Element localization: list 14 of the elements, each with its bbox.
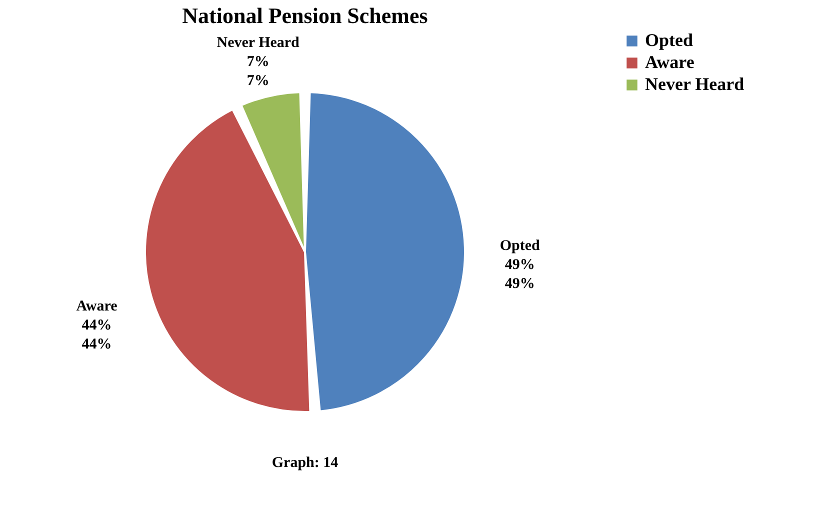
data-label: 44% <box>82 317 112 334</box>
text: Graph: 14 <box>272 455 339 471</box>
text: 7% <box>246 73 270 90</box>
data-label: 49% <box>504 257 535 274</box>
slice-label: Aware <box>76 298 118 314</box>
data-label: 7% <box>246 54 270 70</box>
chart-title: National Pension Schemes <box>182 3 428 28</box>
legend-label: Aware <box>645 52 694 72</box>
slice-label: Opted <box>500 238 541 254</box>
slice-label: Never Heard <box>216 35 300 52</box>
legend-label: Never Heard <box>645 74 744 94</box>
legend-label: Opted <box>645 30 694 50</box>
text: 44% <box>82 336 112 352</box>
text: 49% <box>504 276 535 292</box>
